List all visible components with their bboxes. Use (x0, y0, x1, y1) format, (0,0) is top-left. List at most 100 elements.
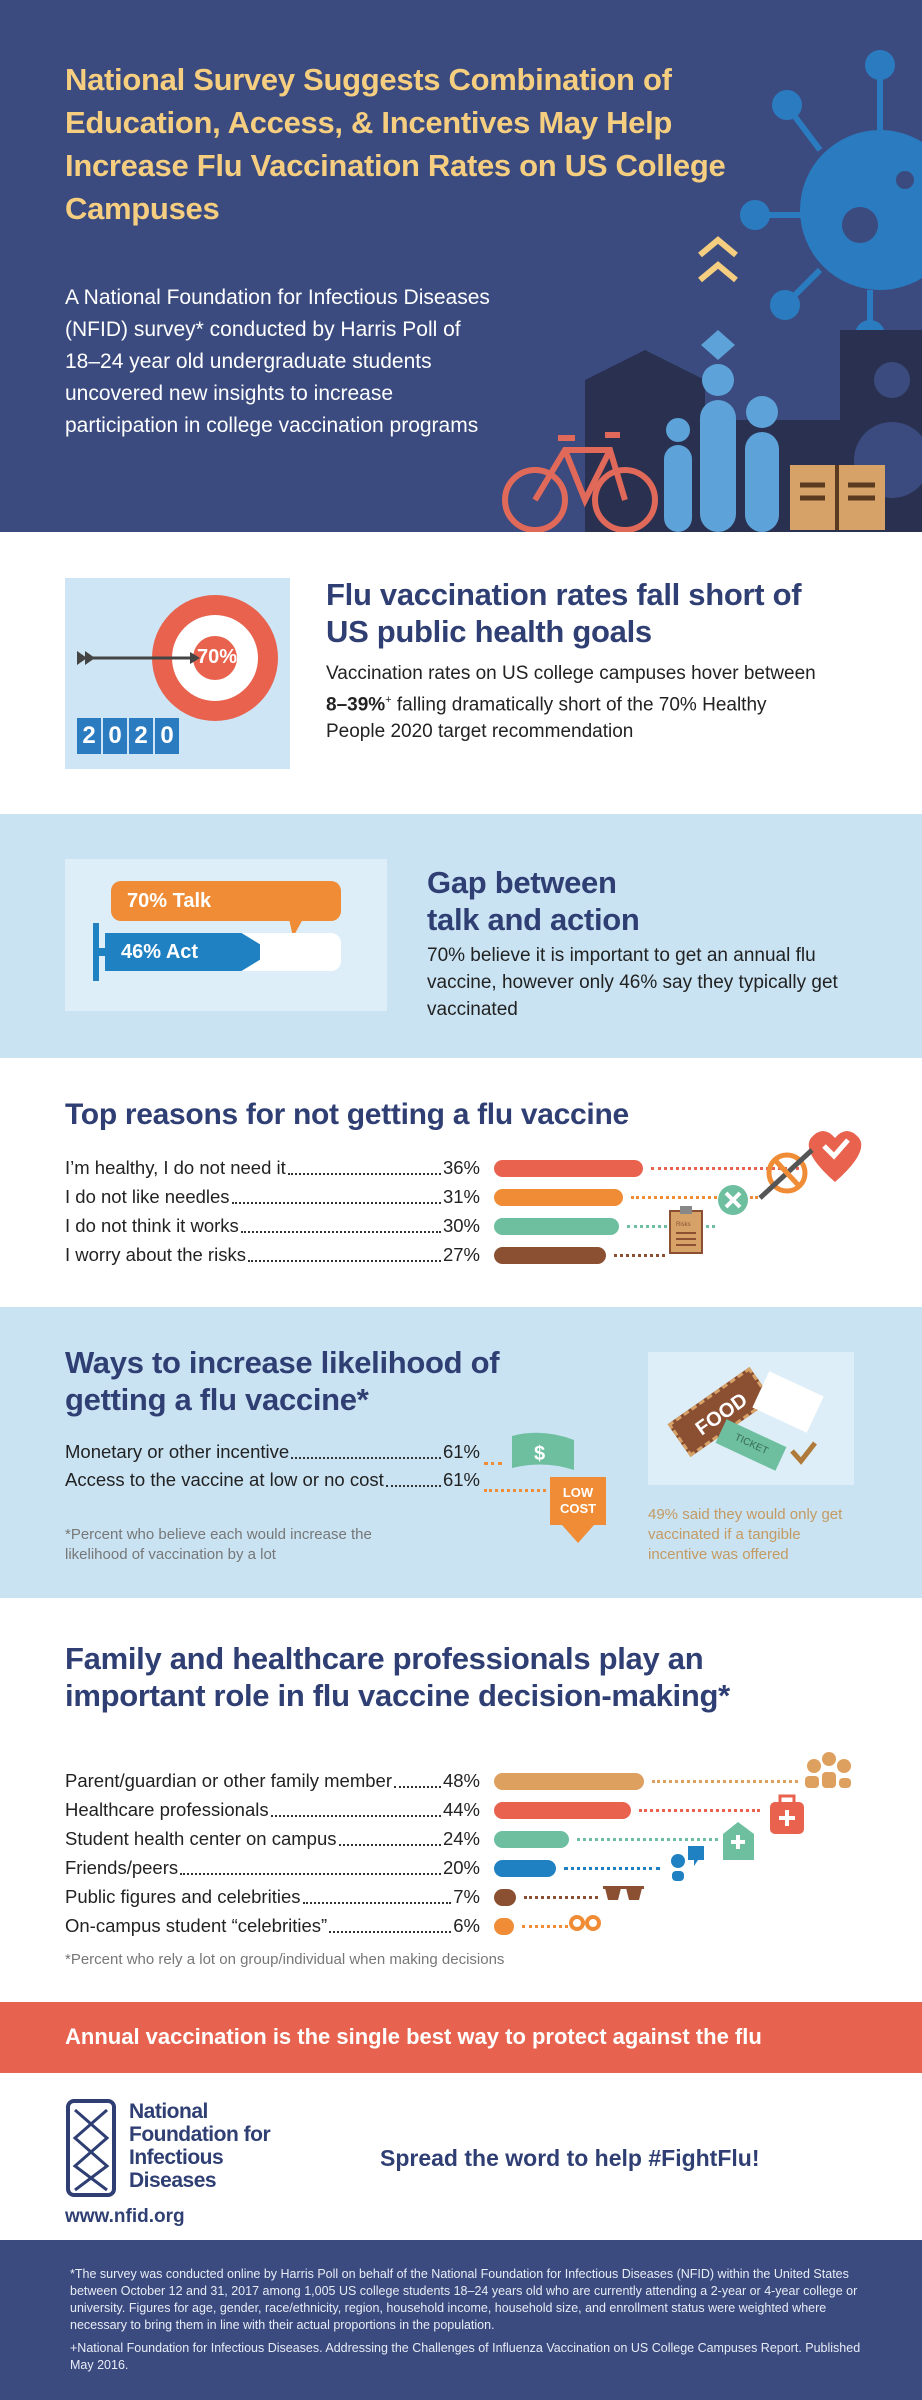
money-icon: $ (512, 1432, 574, 1470)
year-digit: 0 (155, 718, 179, 754)
heart-check-icon (808, 1131, 862, 1182)
year-digit: 0 (103, 718, 127, 754)
row-label: Monetary or other incentive (65, 1441, 290, 1462)
logo-line: Infectious (129, 2146, 224, 2169)
clipboard-text: Risks (676, 1222, 691, 1228)
dotted-connector (614, 1254, 665, 1257)
chevrons-up-icon (698, 236, 738, 283)
nfid-logo: National Foundation for Infectious Disea… (65, 2098, 275, 2198)
logo-line: Diseases (129, 2169, 217, 2192)
gap-body: 70% believe it is important to get an an… (427, 945, 838, 1020)
row-label: Student health center on campus (65, 1828, 337, 1849)
goals-body-text: Vaccination rates on US college campuses… (326, 663, 816, 684)
report-note: +National Foundation for Infectious Dise… (70, 2341, 861, 2372)
bar-row: I do not think it works 30% (65, 1213, 480, 1239)
goals-body: Vaccination rates on US college campuses… (326, 660, 826, 745)
bar-row: Parent/guardian or other family member 48… (65, 1768, 480, 1794)
leader-dots (393, 1774, 441, 1788)
leader-dots (338, 1832, 441, 1846)
clipboard-icon: Risks (669, 1206, 703, 1254)
incentive-graphic: FOOD TICKET (648, 1352, 854, 1485)
intro-text: A National Foundation for Infectious Dis… (65, 286, 490, 437)
row-percent: 31% (442, 1186, 480, 1207)
family-icon (805, 1752, 851, 1788)
reasons-icons: Risks (669, 1131, 862, 1254)
chat-bubbles-icon (671, 1846, 704, 1881)
row-percent: 36% (442, 1157, 480, 1178)
goals-heading: Flu vaccination rates fall short of US p… (326, 577, 802, 649)
row-percent: 6% (453, 1915, 480, 1936)
row-label: On-campus student “celebrities” (65, 1915, 328, 1936)
row-percent: 61% (442, 1441, 480, 1462)
logo-line: National (129, 2100, 208, 2123)
leader-dots (270, 1803, 441, 1817)
dotted-connector (522, 1925, 568, 1928)
act-label: 46% Act (121, 941, 199, 963)
health-center-icon (723, 1822, 754, 1860)
row-label: Friends/peers (65, 1857, 179, 1878)
cta-text: Spread the word to help #FightFlu! (380, 2145, 760, 2171)
influence-heading: Family and healthcare professionals play… (65, 1641, 730, 1713)
gap-section: 70% Talk 46% Act Gap between talk and ac… (0, 814, 922, 1058)
bar (494, 1918, 514, 1935)
sunglasses-icon (603, 1886, 644, 1900)
incentive-caption: 49% said they would only get vaccinated … (648, 1506, 843, 1563)
row-percent: 27% (442, 1244, 480, 1265)
medical-kit-icon (770, 1794, 804, 1834)
row-label: Public figures and celebrities (65, 1886, 301, 1907)
leader-dots (231, 1190, 441, 1204)
influence-footnote: *Percent who rely a lot on group/individ… (65, 1951, 505, 1968)
website-link[interactable]: www.nfid.org (65, 2206, 185, 2227)
down-arrow-icon (562, 1525, 594, 1543)
no-needle-icon (758, 1148, 814, 1200)
goals-range: 8–39% (326, 694, 386, 716)
reasons-section: Top reasons for not getting a flu vaccin… (0, 1058, 922, 1307)
svg-text:$: $ (534, 1443, 545, 1465)
bar (494, 1773, 644, 1790)
bar-row: I do not like needles 31% (65, 1184, 480, 1210)
gap-heading: Gap between talk and action (427, 865, 640, 937)
banner: Annual vaccination is the single best wa… (0, 2002, 922, 2073)
leader-dots (302, 1890, 452, 1904)
year-digit: 2 (77, 718, 101, 754)
row-label: Parent/guardian or other family member (65, 1770, 392, 1791)
goals-section: 70% 2 0 2 0 Flu vaccination rates fall s… (0, 532, 922, 814)
leader-dots (247, 1248, 441, 1262)
org-section: National Foundation for Infectious Disea… (0, 2073, 922, 2240)
leader-dots (180, 1861, 441, 1875)
talk-act-graphic: 70% Talk 46% Act (65, 859, 387, 1011)
reasons-heading: Top reasons for not getting a flu vaccin… (65, 1098, 629, 1131)
ticket: TICKET (715, 1419, 787, 1471)
virus-icon (740, 50, 922, 350)
dotted-connector (630, 1196, 758, 1199)
dna-logo-icon (66, 2099, 116, 2197)
bar-row: Friends/peers 20% (65, 1855, 480, 1881)
row-percent: 20% (442, 1857, 480, 1878)
row-percent: 24% (442, 1828, 480, 1849)
ticket-label: TICKET (732, 1432, 770, 1458)
bar (494, 1860, 557, 1877)
row-label: Healthcare professionals (65, 1799, 269, 1820)
bar-row: I worry about the risks 27% (65, 1242, 480, 1268)
leader-dots (287, 1161, 441, 1175)
bar (494, 1802, 632, 1819)
dotted-connector (576, 1838, 718, 1841)
row-label: I do not think it works (65, 1215, 239, 1236)
row-label: Access to the vaccine at low or no cost (65, 1469, 384, 1490)
campus-illustration (502, 50, 922, 532)
bar (494, 1889, 516, 1906)
influence-icons (569, 1752, 851, 1931)
row-label: I do not like needles (65, 1186, 230, 1207)
ways-heading: Ways to increase likelihood of getting a… (65, 1345, 500, 1417)
bar (494, 1218, 619, 1235)
check-icon (790, 1441, 817, 1465)
ways-section: Ways to increase likelihood of getting a… (0, 1307, 922, 1598)
row-percent: 61% (442, 1469, 480, 1490)
bar (494, 1247, 607, 1264)
goals-footnote-mark: + (385, 694, 392, 706)
bar (494, 1831, 569, 1848)
bar-row: Public figures and celebrities 7% (65, 1884, 480, 1910)
book-icon (790, 465, 885, 530)
talk-label: 70% Talk (127, 890, 212, 912)
bar-row: On-campus student “celebrities” 6% (65, 1913, 480, 1939)
